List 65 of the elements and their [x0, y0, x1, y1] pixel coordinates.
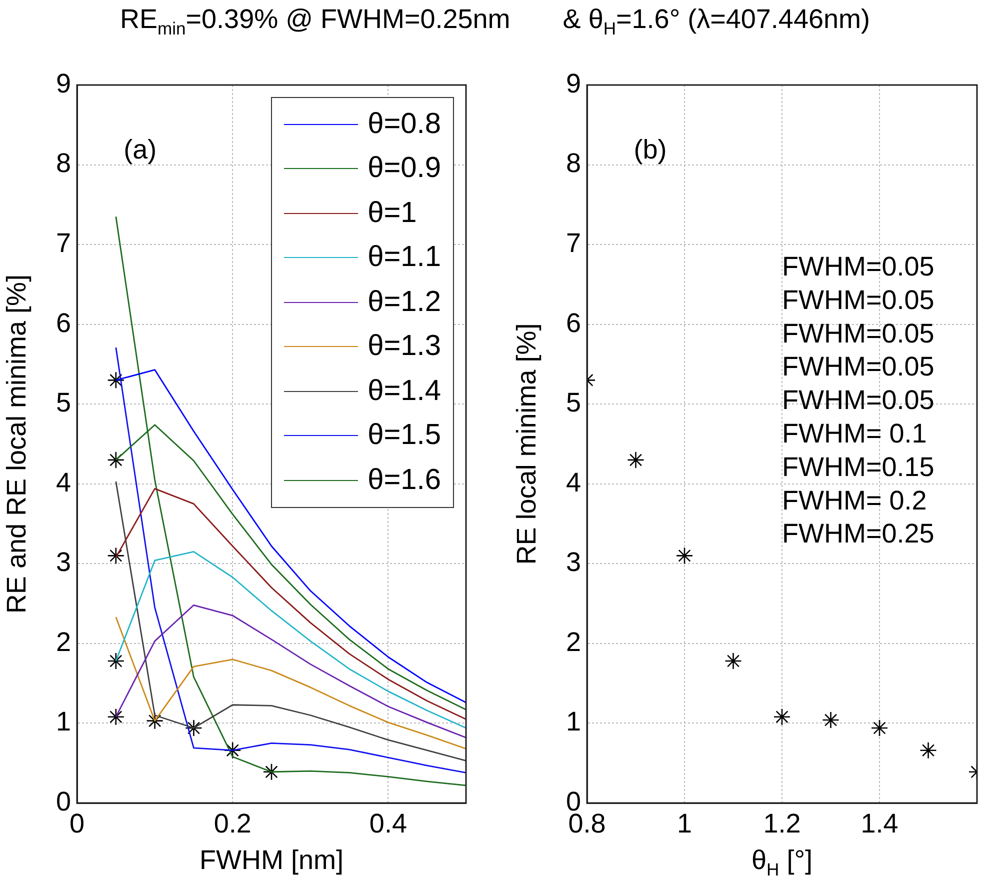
legend-label: θ=1 — [368, 196, 417, 230]
annotation: FWHM=0.05 — [782, 318, 934, 348]
x-axis-title: FWHM [nm] — [198, 845, 344, 876]
point — [107, 652, 125, 670]
y-tick-label: 7 — [566, 228, 581, 258]
y-tick-label: 4 — [56, 467, 71, 498]
legend-label: θ=1.5 — [368, 419, 441, 452]
y-axis-title: RE local minima [%] — [512, 323, 542, 565]
y-tick-label: 6 — [56, 308, 71, 338]
y-tick-label: 1 — [56, 706, 71, 737]
annotation: FWHM=0.05 — [782, 252, 934, 282]
point — [107, 708, 125, 726]
point — [724, 652, 742, 670]
x-tick-label: 1.2 — [763, 808, 801, 839]
chart-title: RE$_{min}$=0.39% @ FWHM=0.25nm & θ$_{H}$=1.6° (λ=407.446nm) — [119, 4, 871, 40]
x-tick-label: 1 — [676, 808, 692, 839]
point — [676, 547, 694, 564]
y-tick-label: 8 — [56, 148, 71, 178]
annotation: FWHM=0.05 — [782, 385, 934, 416]
legend-label: θ=1.6 — [368, 464, 441, 497]
point — [146, 712, 164, 730]
annotation: FWHM=0.05 — [782, 284, 934, 315]
point — [224, 742, 242, 759]
legend-label: θ=0.8 — [368, 108, 441, 141]
point — [107, 547, 125, 564]
y-tick-label: 4 — [566, 467, 581, 498]
point — [185, 719, 202, 737]
point — [627, 451, 644, 469]
y-tick-label: 6 — [566, 308, 581, 338]
y-tick-label: 2 — [566, 626, 581, 657]
annotation: FWHM=0.05 — [782, 352, 934, 382]
y-tick-label: 9 — [56, 68, 71, 98]
y-tick-label: 3 — [56, 547, 71, 578]
point — [822, 711, 840, 729]
x-tick-label: 0.4 — [369, 808, 407, 839]
y-axis-title: RE and RE local minima [%] — [2, 274, 32, 614]
y-tick-label: 5 — [566, 388, 581, 418]
point — [870, 719, 888, 737]
point — [107, 372, 125, 389]
legend-label: θ=1.4 — [368, 374, 441, 408]
y-tick-label: 5 — [56, 388, 71, 418]
y-tick-label: 8 — [566, 148, 581, 178]
x-tick-label: 0.2 — [214, 808, 252, 839]
legend-label: θ=0.9 — [368, 152, 441, 186]
point — [107, 451, 125, 469]
annotation: FWHM= 0.1 — [782, 418, 927, 448]
annotation: (b) — [634, 134, 667, 165]
point — [773, 708, 791, 726]
legend-label: θ=1.1 — [368, 241, 441, 274]
annotation: FWHM=0.25 — [782, 518, 934, 549]
legend-label: θ=1.3 — [368, 330, 441, 364]
x-axis-title: θ$_{H}$ [°] — [750, 845, 814, 880]
annotation: (a) — [124, 134, 157, 165]
y-tick-label: 2 — [56, 626, 71, 657]
point — [920, 742, 937, 759]
point — [262, 763, 280, 781]
y-tick-label: 0 — [56, 786, 71, 816]
y-tick-label: 7 — [56, 228, 71, 258]
y-tick-label: 3 — [566, 547, 581, 578]
y-tick-label: 9 — [566, 68, 581, 98]
x-tick-label: 1.4 — [860, 808, 898, 839]
annotation: FWHM= 0.2 — [782, 485, 927, 516]
annotation: FWHM=0.15 — [782, 452, 934, 482]
y-tick-label: 1 — [566, 706, 581, 737]
legend-label: θ=1.2 — [368, 286, 441, 319]
